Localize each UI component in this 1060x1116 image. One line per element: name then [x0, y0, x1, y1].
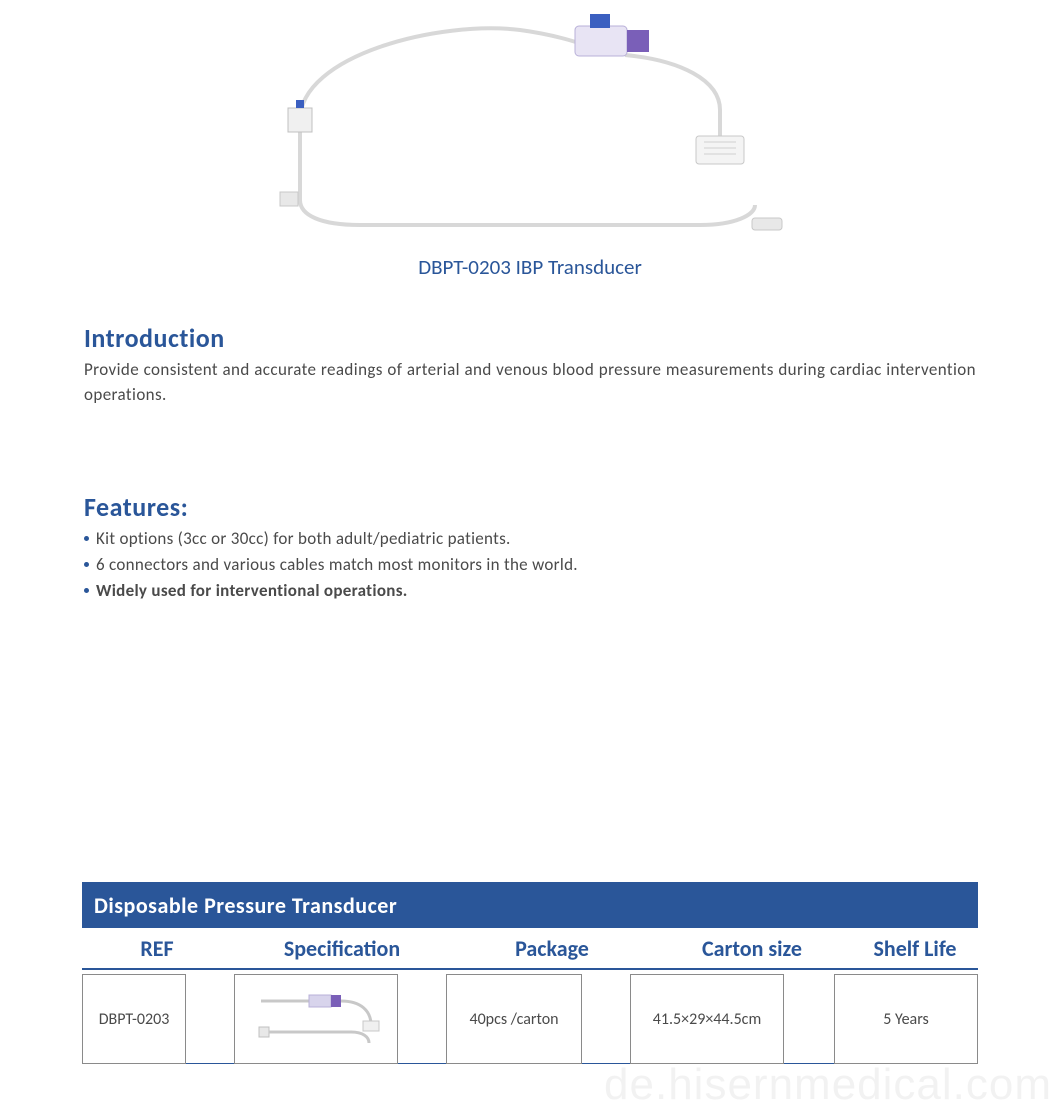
features-heading: Features:: [84, 491, 976, 523]
table-title-bar: Disposable Pressure Transducer: [82, 882, 978, 928]
table-cell: [234, 974, 398, 1064]
feature-text: Widely used for interventional operation…: [96, 580, 408, 601]
introduction-text: Provide consistent and accurate readings…: [84, 358, 976, 407]
product-label: DBPT-0203 IBP Transducer: [0, 254, 1060, 280]
column-header: REF: [82, 935, 232, 962]
feature-text: 6 connectors and various cables match mo…: [96, 554, 578, 575]
product-image: [0, 0, 1060, 250]
table-title: Disposable Pressure Transducer: [94, 892, 397, 919]
bullet-icon: [84, 588, 89, 593]
transducer-illustration: [180, 0, 880, 240]
feature-item: 6 connectors and various cables match mo…: [84, 553, 976, 577]
feature-list: Kit options (3cc or 30cc) for both adult…: [84, 527, 976, 602]
column-header: Carton size: [652, 935, 852, 962]
column-header: Shelf Life: [852, 935, 978, 962]
table-cell: 5 Years: [834, 974, 978, 1064]
bullet-icon: [84, 536, 89, 541]
feature-item: Widely used for interventional operation…: [84, 579, 976, 603]
feature-text: Kit options (3cc or 30cc) for both adult…: [96, 528, 511, 549]
table-column-headers: REFSpecificationPackageCarton sizeShelf …: [82, 928, 978, 970]
table-row: DBPT-0203 40pcs /carton 41.5×29×44.5cm 5 Ye…: [82, 974, 978, 1064]
table-cell: 41.5×29×44.5cm: [630, 974, 784, 1064]
feature-item: Kit options (3cc or 30cc) for both adult…: [84, 527, 976, 551]
spec-table: Disposable Pressure Transducer REFSpecif…: [82, 882, 978, 1064]
bullet-icon: [84, 562, 89, 567]
column-header: Package: [452, 935, 652, 962]
watermark: de.hisernmedical.com: [604, 1060, 1052, 1110]
table-cell: 40pcs /carton: [446, 974, 582, 1064]
column-header: Specification: [232, 935, 452, 962]
table-cell: DBPT-0203: [82, 974, 186, 1064]
introduction-heading: Introduction: [84, 322, 976, 354]
